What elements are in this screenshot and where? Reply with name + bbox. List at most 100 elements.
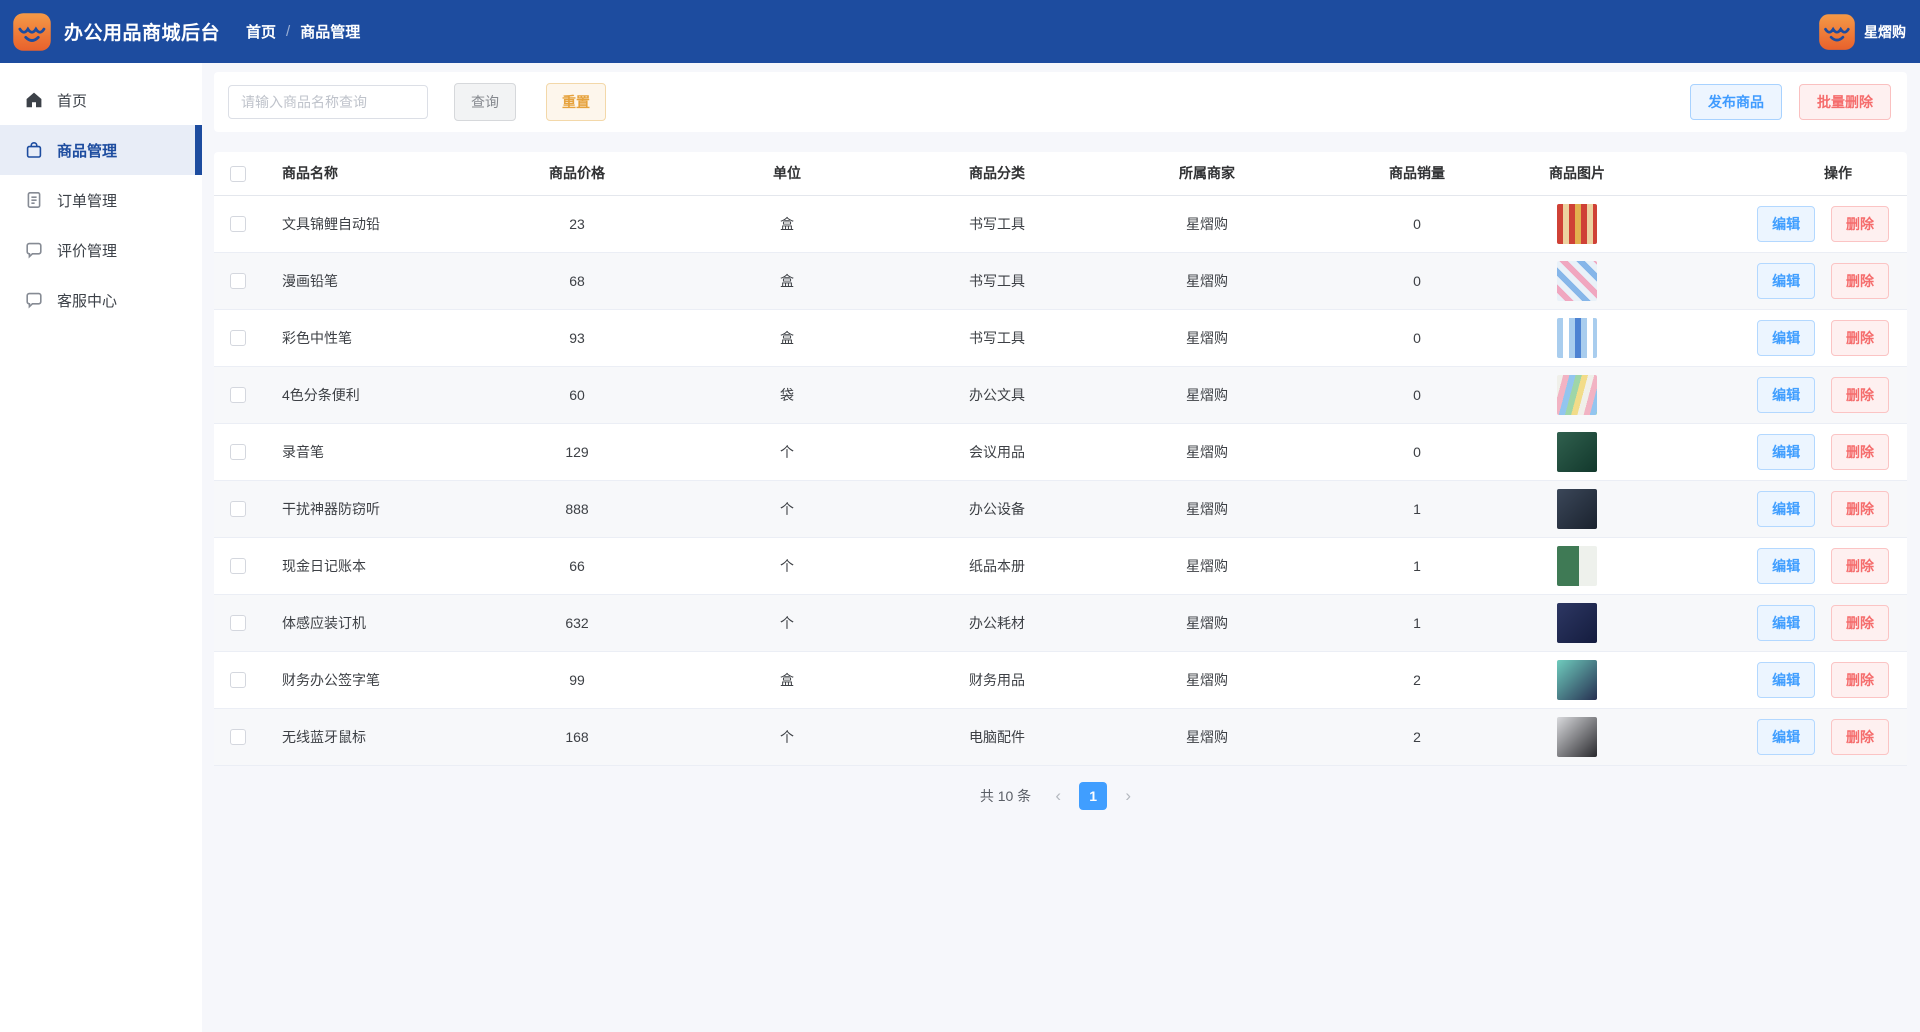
edit-button[interactable]: 编辑 [1757,262,1816,299]
sidebar-item-orders[interactable]: 订单管理 [0,175,202,225]
column-header-price: 商品价格 [492,152,662,196]
user-area[interactable]: 星熠购 [1817,12,1906,51]
table-row: 体感应装订机 632 个 办公耗材 星熠购 1 编辑 删除 [214,594,1907,652]
breadcrumb-separator: / [286,23,291,40]
row-checkbox[interactable] [230,558,246,575]
table-row: 录音笔 129 个 会议用品 星熠购 0 编辑 删除 [214,423,1907,481]
row-checkbox[interactable] [230,672,246,689]
table-row: 干扰神器防窃听 888 个 办公设备 星熠购 1 编辑 删除 [214,480,1907,538]
search-input[interactable] [228,85,428,119]
product-price: 66 [492,537,662,595]
breadcrumb-home[interactable]: 首页 [246,24,277,41]
goods-bag-icon [25,141,44,160]
product-sales: 2 [1332,708,1502,766]
product-name: 无线蓝牙鼠标 [262,708,492,766]
product-sales: 1 [1332,594,1502,652]
product-price: 168 [492,708,662,766]
table-row: 4色分条便利 60 袋 办公文具 星熠购 0 编辑 删除 [214,366,1907,424]
sidebar-item-label: 评价管理 [57,242,118,260]
product-image [1557,260,1597,301]
product-price: 632 [492,594,662,652]
row-checkbox[interactable] [230,387,246,404]
edit-button[interactable]: 编辑 [1757,547,1816,584]
row-checkbox[interactable] [230,501,246,518]
product-unit: 盒 [662,195,912,253]
row-checkbox[interactable] [230,444,246,461]
table-row: 漫画铅笔 68 盒 书写工具 星熠购 0 编辑 删除 [214,252,1907,310]
delete-button[interactable]: 删除 [1831,376,1889,413]
row-checkbox[interactable] [230,615,246,632]
row-checkbox[interactable] [230,216,246,233]
row-checkbox[interactable] [230,729,246,746]
table-header-row: 商品名称 商品价格 单位 商品分类 所属商家 商品销量 商品图片 操作 [214,152,1907,196]
sidebar-item-home[interactable]: 首页 [0,75,202,125]
product-price: 99 [492,651,662,709]
home-icon [25,91,44,110]
product-sales: 0 [1332,252,1502,310]
edit-button[interactable]: 编辑 [1757,718,1816,755]
product-price: 60 [492,366,662,424]
column-header-name: 商品名称 [262,152,492,196]
edit-button[interactable]: 编辑 [1757,376,1816,413]
delete-button[interactable]: 删除 [1831,205,1889,242]
edit-button[interactable]: 编辑 [1757,319,1816,356]
reset-button[interactable]: 重置 [546,83,606,121]
product-image [1557,659,1597,700]
pagination: 共 10 条 ‹ 1 › [214,781,1907,810]
delete-button[interactable]: 删除 [1831,661,1889,698]
product-sales: 0 [1332,423,1502,481]
edit-button[interactable]: 编辑 [1757,490,1816,527]
product-merchant: 星熠购 [1082,537,1332,595]
pagination-next-button[interactable]: › [1125,785,1131,805]
product-name: 文具锦鲤自动铅 [262,195,492,253]
delete-button[interactable]: 删除 [1831,604,1889,641]
sidebar-item-service[interactable]: 客服中心 [0,275,202,325]
delete-button[interactable]: 删除 [1831,262,1889,299]
product-sales: 2 [1332,651,1502,709]
product-merchant: 星熠购 [1082,252,1332,310]
edit-button[interactable]: 编辑 [1757,661,1816,698]
delete-button[interactable]: 删除 [1831,718,1889,755]
edit-button[interactable]: 编辑 [1757,205,1816,242]
product-category: 办公设备 [912,480,1082,538]
product-sales: 1 [1332,537,1502,595]
publish-product-button[interactable]: 发布商品 [1690,84,1782,120]
pagination-prev-button[interactable]: ‹ [1055,785,1061,805]
row-checkbox[interactable] [230,273,246,290]
product-merchant: 星熠购 [1082,366,1332,424]
batch-delete-button[interactable]: 批量删除 [1799,84,1891,120]
delete-button[interactable]: 删除 [1831,547,1889,584]
product-name: 体感应装订机 [262,594,492,652]
product-price: 888 [492,480,662,538]
product-merchant: 星熠购 [1082,594,1332,652]
edit-button[interactable]: 编辑 [1757,433,1816,470]
product-name: 现金日记账本 [262,537,492,595]
delete-button[interactable]: 删除 [1831,433,1889,470]
select-all-checkbox[interactable] [230,165,246,182]
sidebar: 首页 商品管理 订单管理 评价管理 [0,63,202,1032]
pagination-total: 共 10 条 [979,787,1032,804]
column-header-sales: 商品销量 [1332,152,1502,196]
product-image [1557,431,1597,472]
edit-button[interactable]: 编辑 [1757,604,1816,641]
row-checkbox[interactable] [230,330,246,347]
product-unit: 个 [662,423,912,481]
query-button[interactable]: 查询 [454,83,516,121]
sidebar-item-goods[interactable]: 商品管理 [0,125,202,175]
app-title: 办公用品商城后台 [64,23,221,44]
table-row: 彩色中性笔 93 盒 书写工具 星熠购 0 编辑 删除 [214,309,1907,367]
toolbar: 查询 重置 发布商品 批量删除 [214,72,1907,132]
pagination-page-1[interactable]: 1 [1079,781,1108,810]
product-image [1557,203,1597,244]
product-table: 商品名称 商品价格 单位 商品分类 所属商家 商品销量 商品图片 操作 文具锦鲤… [214,152,1907,766]
product-category: 会议用品 [912,423,1082,481]
product-unit: 个 [662,708,912,766]
column-header-unit: 单位 [662,152,912,196]
product-merchant: 星熠购 [1082,309,1332,367]
order-document-icon [25,191,44,210]
delete-button[interactable]: 删除 [1831,490,1889,527]
product-price: 68 [492,252,662,310]
product-category: 电脑配件 [912,708,1082,766]
delete-button[interactable]: 删除 [1831,319,1889,356]
sidebar-item-reviews[interactable]: 评价管理 [0,225,202,275]
